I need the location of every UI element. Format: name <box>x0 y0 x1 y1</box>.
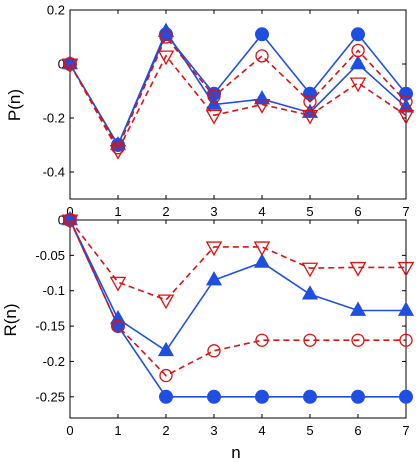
marker-r-0-5 <box>303 389 317 404</box>
series-group-p <box>61 22 415 160</box>
marker-r-0-4 <box>255 389 269 404</box>
x-tick-label-p-7: 7 <box>402 204 409 219</box>
marker-p-3-0 <box>61 58 79 74</box>
x-tick-label-r-3: 3 <box>210 423 217 438</box>
marker-p-3-1 <box>109 144 127 160</box>
marker-r-3-1 <box>109 276 127 292</box>
y-tick-label-p-0: 0.2 <box>47 3 65 18</box>
marker-r-3-0 <box>61 214 79 230</box>
x-tick-label-p-1: 1 <box>114 204 121 219</box>
marker-p-3-6 <box>349 77 367 93</box>
marker-r-1-5 <box>301 285 319 300</box>
marker-r-3-3 <box>205 241 223 257</box>
marker-r-0-2 <box>159 389 173 404</box>
marker-p-1-4 <box>253 90 271 105</box>
marker-p-2-2 <box>159 30 173 44</box>
series-line-r-0 <box>69 219 406 398</box>
marker-r-2-4 <box>255 333 269 347</box>
x-tick-label-p-2: 2 <box>162 204 169 219</box>
x-tick-label-r-7: 7 <box>402 423 409 438</box>
marker-r-2-1 <box>111 319 125 333</box>
marker-p-3-5 <box>301 109 319 125</box>
marker-p-1-2 <box>157 22 175 37</box>
x-tick-label-p-4: 4 <box>258 204 265 219</box>
marker-r-3-6 <box>349 261 367 277</box>
marker-r-3-2 <box>157 294 175 310</box>
marker-r-2-7 <box>399 333 413 347</box>
marker-r-0-6 <box>351 389 365 404</box>
series-line-p-3 <box>69 54 407 153</box>
y-tick-label-r-5: -0.25 <box>35 389 65 404</box>
marker-p-2-5 <box>303 95 317 109</box>
marker-p-0-4 <box>255 27 269 42</box>
marker-p-3-3 <box>205 109 223 125</box>
y-tick-label-p-3: -0.4 <box>43 165 65 180</box>
marker-p-1-7 <box>397 98 415 113</box>
series-line-r-3 <box>69 219 406 301</box>
marker-r-0-3 <box>207 389 221 404</box>
x-tick-label-r-2: 2 <box>162 423 169 438</box>
marker-p-3-2 <box>157 50 175 66</box>
marker-r-2-6 <box>351 333 365 347</box>
y-tick-label-p-2: -0.2 <box>43 111 65 126</box>
y-axis-label-r: R(n) <box>1 303 20 336</box>
x-tick-label-p-5: 5 <box>306 204 313 219</box>
x-tick-label-p-3: 3 <box>210 204 217 219</box>
series-group-r <box>61 210 415 404</box>
marker-p-1-6 <box>349 54 367 70</box>
marker-r-1-4 <box>253 253 271 268</box>
chart-r-of-n: 0 1 2 3 4 5 6 7 0 -0.05 -0.1 -0.15 -0.2 -0.25 R(n) <box>1 210 415 439</box>
marker-r-2-0 <box>63 213 77 227</box>
series-line-r-2 <box>69 219 406 377</box>
marker-r-3-5 <box>301 262 319 278</box>
marker-r-3-4 <box>253 241 271 257</box>
x-tick-label-r-0: 0 <box>66 423 73 438</box>
y-tick-label-r-2: -0.1 <box>43 283 65 298</box>
x-tick-label-r-1: 1 <box>114 423 121 438</box>
marker-p-2-4 <box>255 49 269 63</box>
marker-p-2-0 <box>63 57 77 71</box>
plot-frame-r <box>69 219 407 419</box>
marker-p-2-7 <box>399 95 413 109</box>
y-tick-label-r-0: 0 <box>58 213 65 228</box>
series-line-p-2 <box>69 35 407 150</box>
y-axis-label-p: P(n) <box>5 89 24 121</box>
marker-r-0-7 <box>399 389 413 404</box>
x-tick-label-p-6: 6 <box>354 204 361 219</box>
marker-p-0-6 <box>351 27 365 42</box>
y-tick-label-p-1: 0 <box>58 57 65 72</box>
x-tick-label-r-4: 4 <box>258 423 265 438</box>
marker-r-2-2 <box>159 368 173 383</box>
marker-r-1-2 <box>157 341 175 357</box>
marker-r-3-7 <box>397 261 415 277</box>
marker-r-2-3 <box>207 344 221 358</box>
marker-r-2-5 <box>303 333 317 347</box>
marker-r-1-7 <box>397 301 415 316</box>
marker-p-2-6 <box>351 43 365 58</box>
marker-p-2-3 <box>207 89 221 104</box>
x-tick-label-r-6: 6 <box>354 423 361 438</box>
ticks-r: 0 1 2 3 4 5 6 7 0 -0.05 -0.1 -0.15 -0.2 -0.25 <box>35 213 409 439</box>
y-tick-label-r-3: -0.15 <box>35 319 65 334</box>
marker-r-1-6 <box>349 301 367 316</box>
y-tick-label-r-1: -0.05 <box>35 248 65 263</box>
series-line-p-0 <box>69 32 407 147</box>
x-tick-label-r-5: 5 <box>306 423 313 438</box>
y-tick-label-r-4: -0.2 <box>43 354 65 369</box>
series-line-p-1 <box>69 29 407 147</box>
x-axis-label: n <box>231 443 240 462</box>
marker-p-3-7 <box>397 109 415 125</box>
marker-p-3-4 <box>253 99 271 114</box>
marker-r-1-3 <box>205 271 223 286</box>
